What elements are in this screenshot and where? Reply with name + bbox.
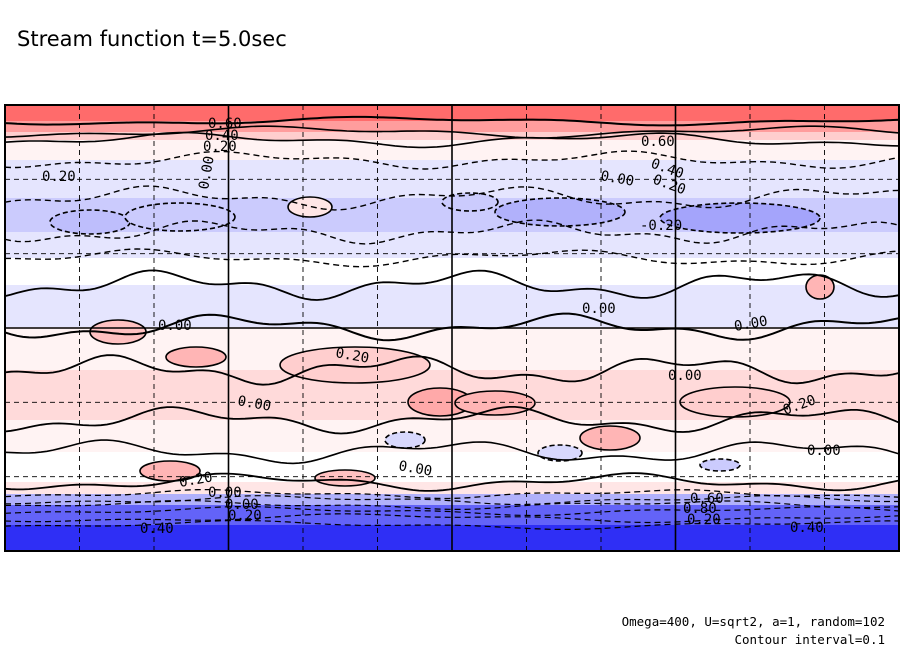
contour-label: 0.60 [690,491,724,507]
contour-label: 0.40 [790,520,824,536]
contour-label: 0.80 [683,501,717,517]
plot-frame [4,104,900,552]
contour-cell [494,197,626,227]
contour-label: 0.00 [582,301,616,317]
contour-label: 0.00 [208,485,242,501]
contour-label: 0.60 [208,116,242,132]
contour-label: 0.00 [599,168,635,190]
contour-label: 0.20 [42,169,76,185]
contour-label: 0.00 [668,368,702,384]
contour-label: 0.20 [178,469,214,491]
contour-cell [441,192,499,212]
contour-label: 0.40 [205,128,239,144]
contour-cell [537,444,583,462]
lat-lon-grid [5,105,899,551]
chart-title: Stream function t=5.0sec [17,27,287,51]
contour-label: 0.20 [334,345,370,367]
contour-label: 0.00 [236,393,272,415]
contour-cell [124,202,236,232]
contour-label: 0.00 [733,313,769,335]
contour-line [4,506,900,517]
contour-cell [49,209,131,235]
contour-label: 0.40 [140,521,174,537]
contour-cell [659,202,821,234]
contour-label: 0.00 [397,458,433,480]
contour-label: 0.20 [228,508,262,524]
contour-label: 0.00 [807,443,841,459]
contour-label: -0.20 [640,218,682,234]
contour-label: 0.20 [203,139,237,155]
contour-label: 0.00 [196,155,218,191]
contour-cell [384,431,426,449]
contour-cell [165,346,227,368]
contour-cell [579,425,641,451]
contour-label: 0.60 [641,134,675,150]
contour-labels: 0.600.400.200.20 0.000.600.400.200.00-0.2… [42,116,841,537]
contour-label: 0.00 [225,497,259,513]
contour-line [4,513,900,524]
contour-cell [314,469,376,487]
contour-label: 0.00 [158,318,192,334]
contour-interval-note: Contour interval=0.1 [734,632,885,647]
contour-cell [454,390,536,416]
contour-cell [287,196,333,218]
contour-cell [279,346,431,384]
contour-label: 0.20 [687,512,721,528]
parameter-note: Omega=400, U=sqrt2, a=1, random=102 [622,614,885,629]
contour-cell [699,458,741,472]
